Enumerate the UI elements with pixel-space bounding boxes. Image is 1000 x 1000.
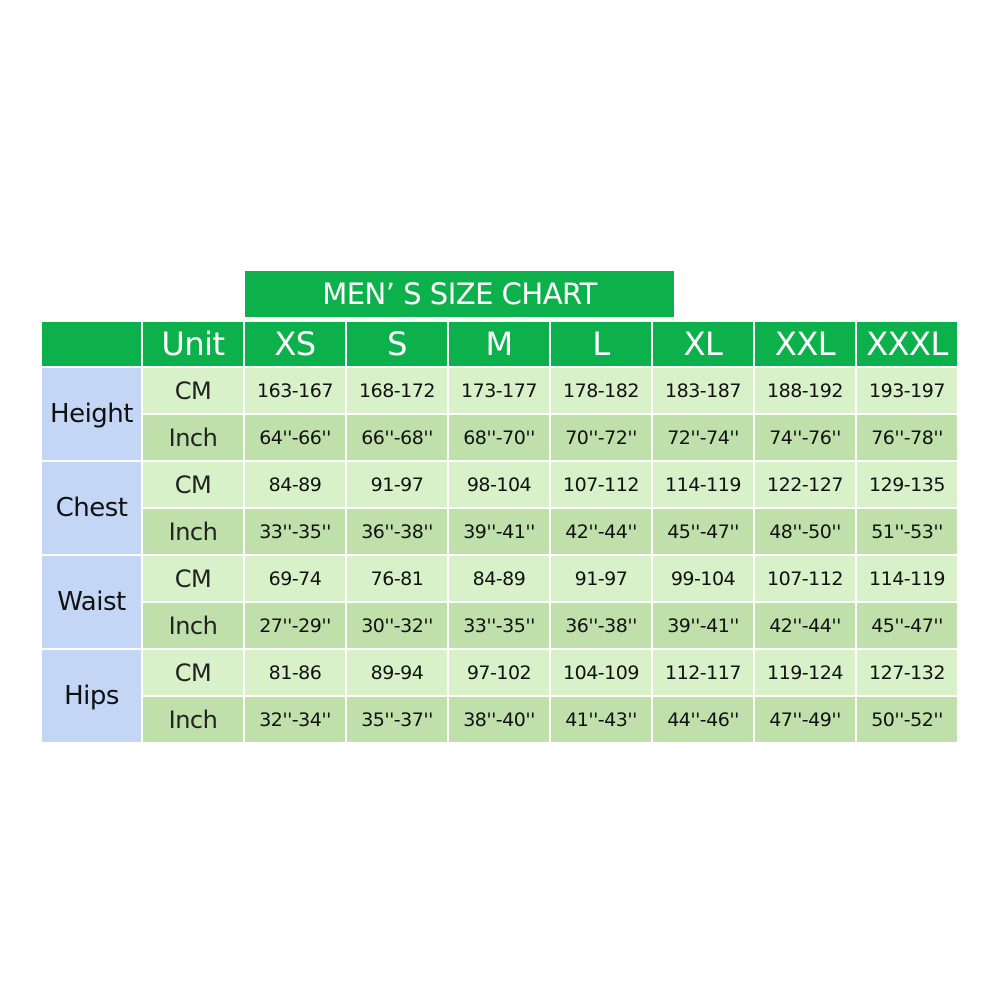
unit-label: CM — [143, 556, 243, 601]
size-value: 114-119 — [653, 462, 753, 507]
size-value: 33''-35'' — [245, 509, 345, 554]
measure-hips: Hips — [42, 650, 141, 742]
chart-title: MEN’ S SIZE CHART — [245, 271, 674, 317]
size-value: 66''-68'' — [347, 415, 447, 460]
unit-label: Inch — [143, 509, 243, 554]
size-value: 74''-76'' — [755, 415, 855, 460]
size-value: 39''-41'' — [449, 509, 549, 554]
size-value: 38''-40'' — [449, 697, 549, 742]
size-value: 188-192 — [755, 368, 855, 413]
size-value: 104-109 — [551, 650, 651, 695]
size-value: 193-197 — [857, 368, 957, 413]
unit-label: Inch — [143, 697, 243, 742]
size-value: 168-172 — [347, 368, 447, 413]
size-value: 36''-38'' — [347, 509, 447, 554]
size-value: 64''-66'' — [245, 415, 345, 460]
size-value: 122-127 — [755, 462, 855, 507]
size-value: 84-89 — [245, 462, 345, 507]
size-value: 47''-49'' — [755, 697, 855, 742]
size-value: 42''-44'' — [755, 603, 855, 648]
size-value: 35''-37'' — [347, 697, 447, 742]
size-value: 69-74 — [245, 556, 345, 601]
header-size-m: M — [449, 322, 549, 366]
size-value: 33''-35'' — [449, 603, 549, 648]
header-size-xl: XL — [653, 322, 753, 366]
size-value: 39''-41'' — [653, 603, 753, 648]
header-unit: Unit — [143, 322, 243, 366]
size-value: 112-117 — [653, 650, 753, 695]
size-value: 42''-44'' — [551, 509, 651, 554]
size-value: 183-187 — [653, 368, 753, 413]
size-value: 32''-34'' — [245, 697, 345, 742]
size-value: 70''-72'' — [551, 415, 651, 460]
size-value: 173-177 — [449, 368, 549, 413]
header-size-l: L — [551, 322, 651, 366]
unit-label: CM — [143, 650, 243, 695]
size-value: 76-81 — [347, 556, 447, 601]
size-value: 91-97 — [347, 462, 447, 507]
size-value: 163-167 — [245, 368, 345, 413]
header-size-xs: XS — [245, 322, 345, 366]
size-value: 36''-38'' — [551, 603, 651, 648]
unit-label: Inch — [143, 603, 243, 648]
size-value: 50''-52'' — [857, 697, 957, 742]
size-value: 27''-29'' — [245, 603, 345, 648]
size-value: 89-94 — [347, 650, 447, 695]
size-value: 30''-32'' — [347, 603, 447, 648]
size-value: 84-89 — [449, 556, 549, 601]
size-value: 129-135 — [857, 462, 957, 507]
size-value: 97-102 — [449, 650, 549, 695]
size-value: 41''-43'' — [551, 697, 651, 742]
measure-height: Height — [42, 368, 141, 460]
size-value: 91-97 — [551, 556, 651, 601]
size-value: 114-119 — [857, 556, 957, 601]
size-value: 98-104 — [449, 462, 549, 507]
size-value: 68''-70'' — [449, 415, 549, 460]
size-value: 107-112 — [551, 462, 651, 507]
size-value: 45''-47'' — [653, 509, 753, 554]
size-value: 178-182 — [551, 368, 651, 413]
measure-chest: Chest — [42, 462, 141, 554]
size-value: 127-132 — [857, 650, 957, 695]
measure-waist: Waist — [42, 556, 141, 648]
unit-label: CM — [143, 368, 243, 413]
size-value: 81-86 — [245, 650, 345, 695]
header-size-xxl: XXL — [755, 322, 855, 366]
size-value: 119-124 — [755, 650, 855, 695]
unit-label: CM — [143, 462, 243, 507]
size-value: 48''-50'' — [755, 509, 855, 554]
unit-label: Inch — [143, 415, 243, 460]
size-value: 44''-46'' — [653, 697, 753, 742]
size-value: 45''-47'' — [857, 603, 957, 648]
size-value: 99-104 — [653, 556, 753, 601]
header-size-xxxl: XXXL — [857, 322, 957, 366]
size-value: 72''-74'' — [653, 415, 753, 460]
header-size-s: S — [347, 322, 447, 366]
size-value: 51''-53'' — [857, 509, 957, 554]
size-table: Unit XS S M L XL XXL XXXL Height CM 163-167 168-172… — [42, 322, 957, 742]
size-value: 76''-78'' — [857, 415, 957, 460]
header-corner — [42, 322, 141, 366]
size-value: 107-112 — [755, 556, 855, 601]
